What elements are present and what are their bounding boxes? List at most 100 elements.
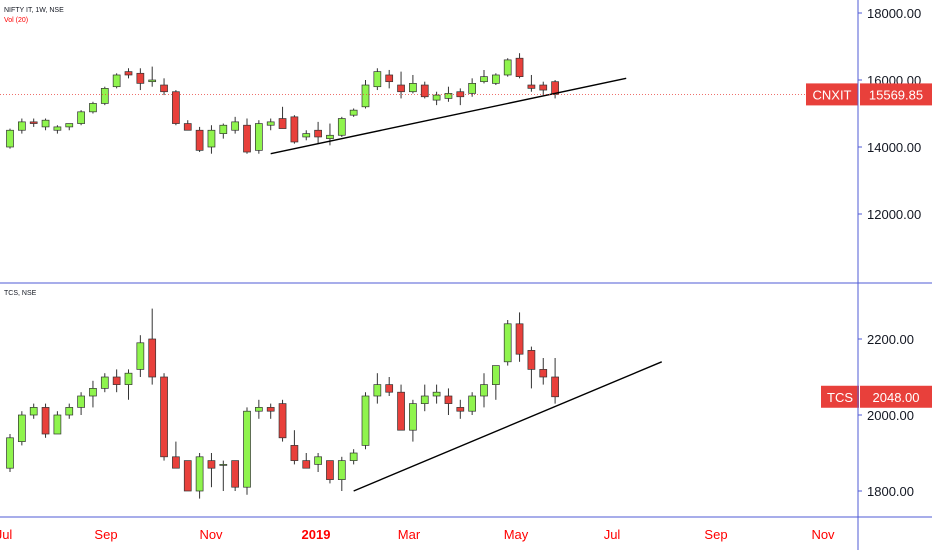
candle	[53, 125, 62, 134]
candle-body	[243, 410, 251, 488]
last-price-label: 2048.00	[873, 390, 920, 405]
trendline	[353, 361, 663, 492]
candle-body	[255, 123, 263, 151]
candle-body	[112, 74, 121, 88]
candle-body	[195, 129, 204, 151]
candle	[337, 456, 346, 491]
candle	[183, 120, 192, 131]
candle-body	[18, 414, 26, 442]
candle	[172, 90, 180, 126]
candle	[231, 460, 239, 491]
candle-body	[539, 84, 548, 91]
symbol-label-bg	[806, 83, 858, 106]
candle	[183, 460, 192, 492]
candle	[219, 460, 228, 491]
candle-body	[219, 124, 228, 134]
y-tick-label: 14000.00	[867, 140, 921, 155]
candle	[41, 403, 50, 438]
candle	[29, 403, 38, 419]
candle	[456, 399, 465, 419]
candle-body	[456, 407, 465, 412]
candle-body	[29, 407, 38, 416]
candle-body	[89, 388, 97, 397]
candle-body	[314, 129, 322, 138]
candle-body	[480, 76, 488, 83]
candle	[385, 69, 394, 89]
candle-body	[361, 395, 370, 446]
candle	[89, 380, 97, 408]
candle-body	[314, 456, 322, 465]
candle	[18, 118, 26, 134]
candle-body	[337, 460, 346, 480]
candle-body	[527, 84, 536, 89]
candle	[255, 399, 263, 419]
candle-body	[444, 395, 453, 404]
candle	[77, 110, 85, 126]
candle-body	[278, 118, 287, 129]
y-tick-label: 2200.00	[867, 332, 914, 347]
candle	[6, 434, 14, 472]
candle	[539, 358, 548, 385]
candle	[112, 73, 121, 89]
candle-body	[183, 123, 192, 131]
candle-body	[243, 124, 251, 153]
candle	[515, 53, 524, 79]
candle-body	[302, 133, 311, 138]
y-tick-label: 1800.00	[867, 484, 914, 499]
candle	[148, 308, 157, 385]
candle	[243, 118, 251, 154]
candle	[420, 384, 429, 412]
candle	[480, 69, 488, 84]
candle-body	[160, 84, 168, 93]
candle	[290, 115, 299, 144]
candle-body	[420, 395, 429, 404]
candle	[65, 403, 74, 419]
candle-body	[207, 460, 216, 469]
candle	[160, 78, 168, 96]
candle-body	[397, 84, 405, 93]
candle	[6, 128, 14, 149]
candle-body	[503, 323, 512, 363]
y-tick-label: 18000.00	[867, 6, 921, 21]
candle-body	[468, 395, 476, 412]
candle-body	[361, 84, 370, 108]
candle	[112, 369, 121, 393]
candle	[444, 388, 453, 415]
candle	[349, 449, 358, 465]
candle	[89, 101, 97, 114]
candle-body	[290, 445, 299, 461]
trendline	[270, 77, 627, 155]
candle	[373, 68, 382, 91]
candle	[77, 392, 85, 415]
candle-body	[337, 118, 346, 136]
candle	[124, 369, 133, 400]
symbol-label: CNXIT	[813, 87, 852, 102]
candle-body	[432, 94, 441, 101]
candle-body	[349, 109, 358, 116]
candle-body	[231, 121, 239, 131]
candle	[65, 123, 74, 131]
candle	[527, 346, 536, 389]
candle-body	[18, 121, 26, 131]
candle-body	[29, 121, 38, 124]
candle-body	[409, 403, 417, 431]
candle	[195, 453, 204, 499]
candle-body	[503, 59, 512, 76]
candle	[551, 80, 559, 99]
candle-body	[290, 116, 299, 143]
candle	[503, 320, 512, 366]
y-tick-label: 12000.00	[867, 207, 921, 222]
candle	[266, 403, 275, 419]
candle	[302, 453, 311, 469]
candle	[492, 365, 500, 400]
candle	[503, 58, 512, 77]
candle-body	[124, 71, 133, 76]
candle	[480, 373, 488, 408]
candle-body	[349, 452, 358, 461]
candle-body	[255, 407, 263, 412]
candle	[492, 73, 500, 86]
candle	[41, 118, 50, 131]
